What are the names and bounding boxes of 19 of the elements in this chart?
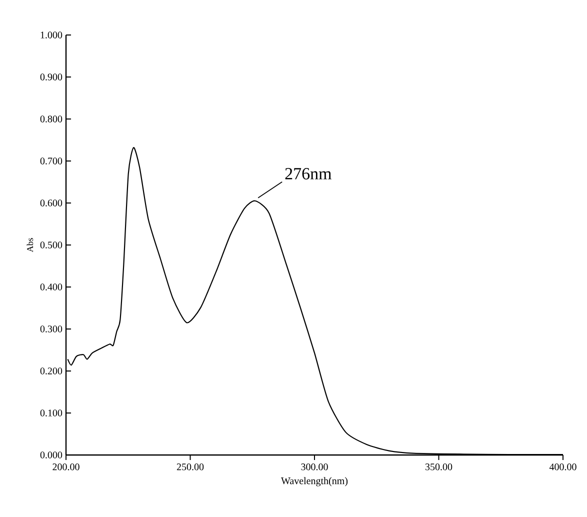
y-tick-label: 1.000 [40,32,62,38]
y-tick-label: 0.600 [40,200,62,206]
y-tick-label: 0.900 [40,74,62,80]
y-tick-label: 0.500 [40,242,62,248]
x-tick-label: 200.00 [52,464,80,470]
y-tick-label: 0.400 [40,284,62,290]
x-tick-label: 350.00 [425,464,452,470]
y-tick-label: 0.800 [40,116,62,122]
x-tick-label: 400.00 [549,464,576,470]
y-tick-label: 0.700 [40,158,62,164]
x-tick-label: 300.00 [301,464,328,470]
y-tick-label: 0.200 [40,368,62,374]
annotation: 276nm [285,168,332,180]
y-axis-title: Abs [26,238,34,252]
y-tick-label: 0.300 [40,326,62,332]
y-tick-label: 0.000 [40,452,62,458]
y-tick-label: 0.100 [40,410,62,416]
x-tick-label: 250.00 [176,464,204,470]
x-axis-title: Wavelength(nm) [281,477,348,486]
